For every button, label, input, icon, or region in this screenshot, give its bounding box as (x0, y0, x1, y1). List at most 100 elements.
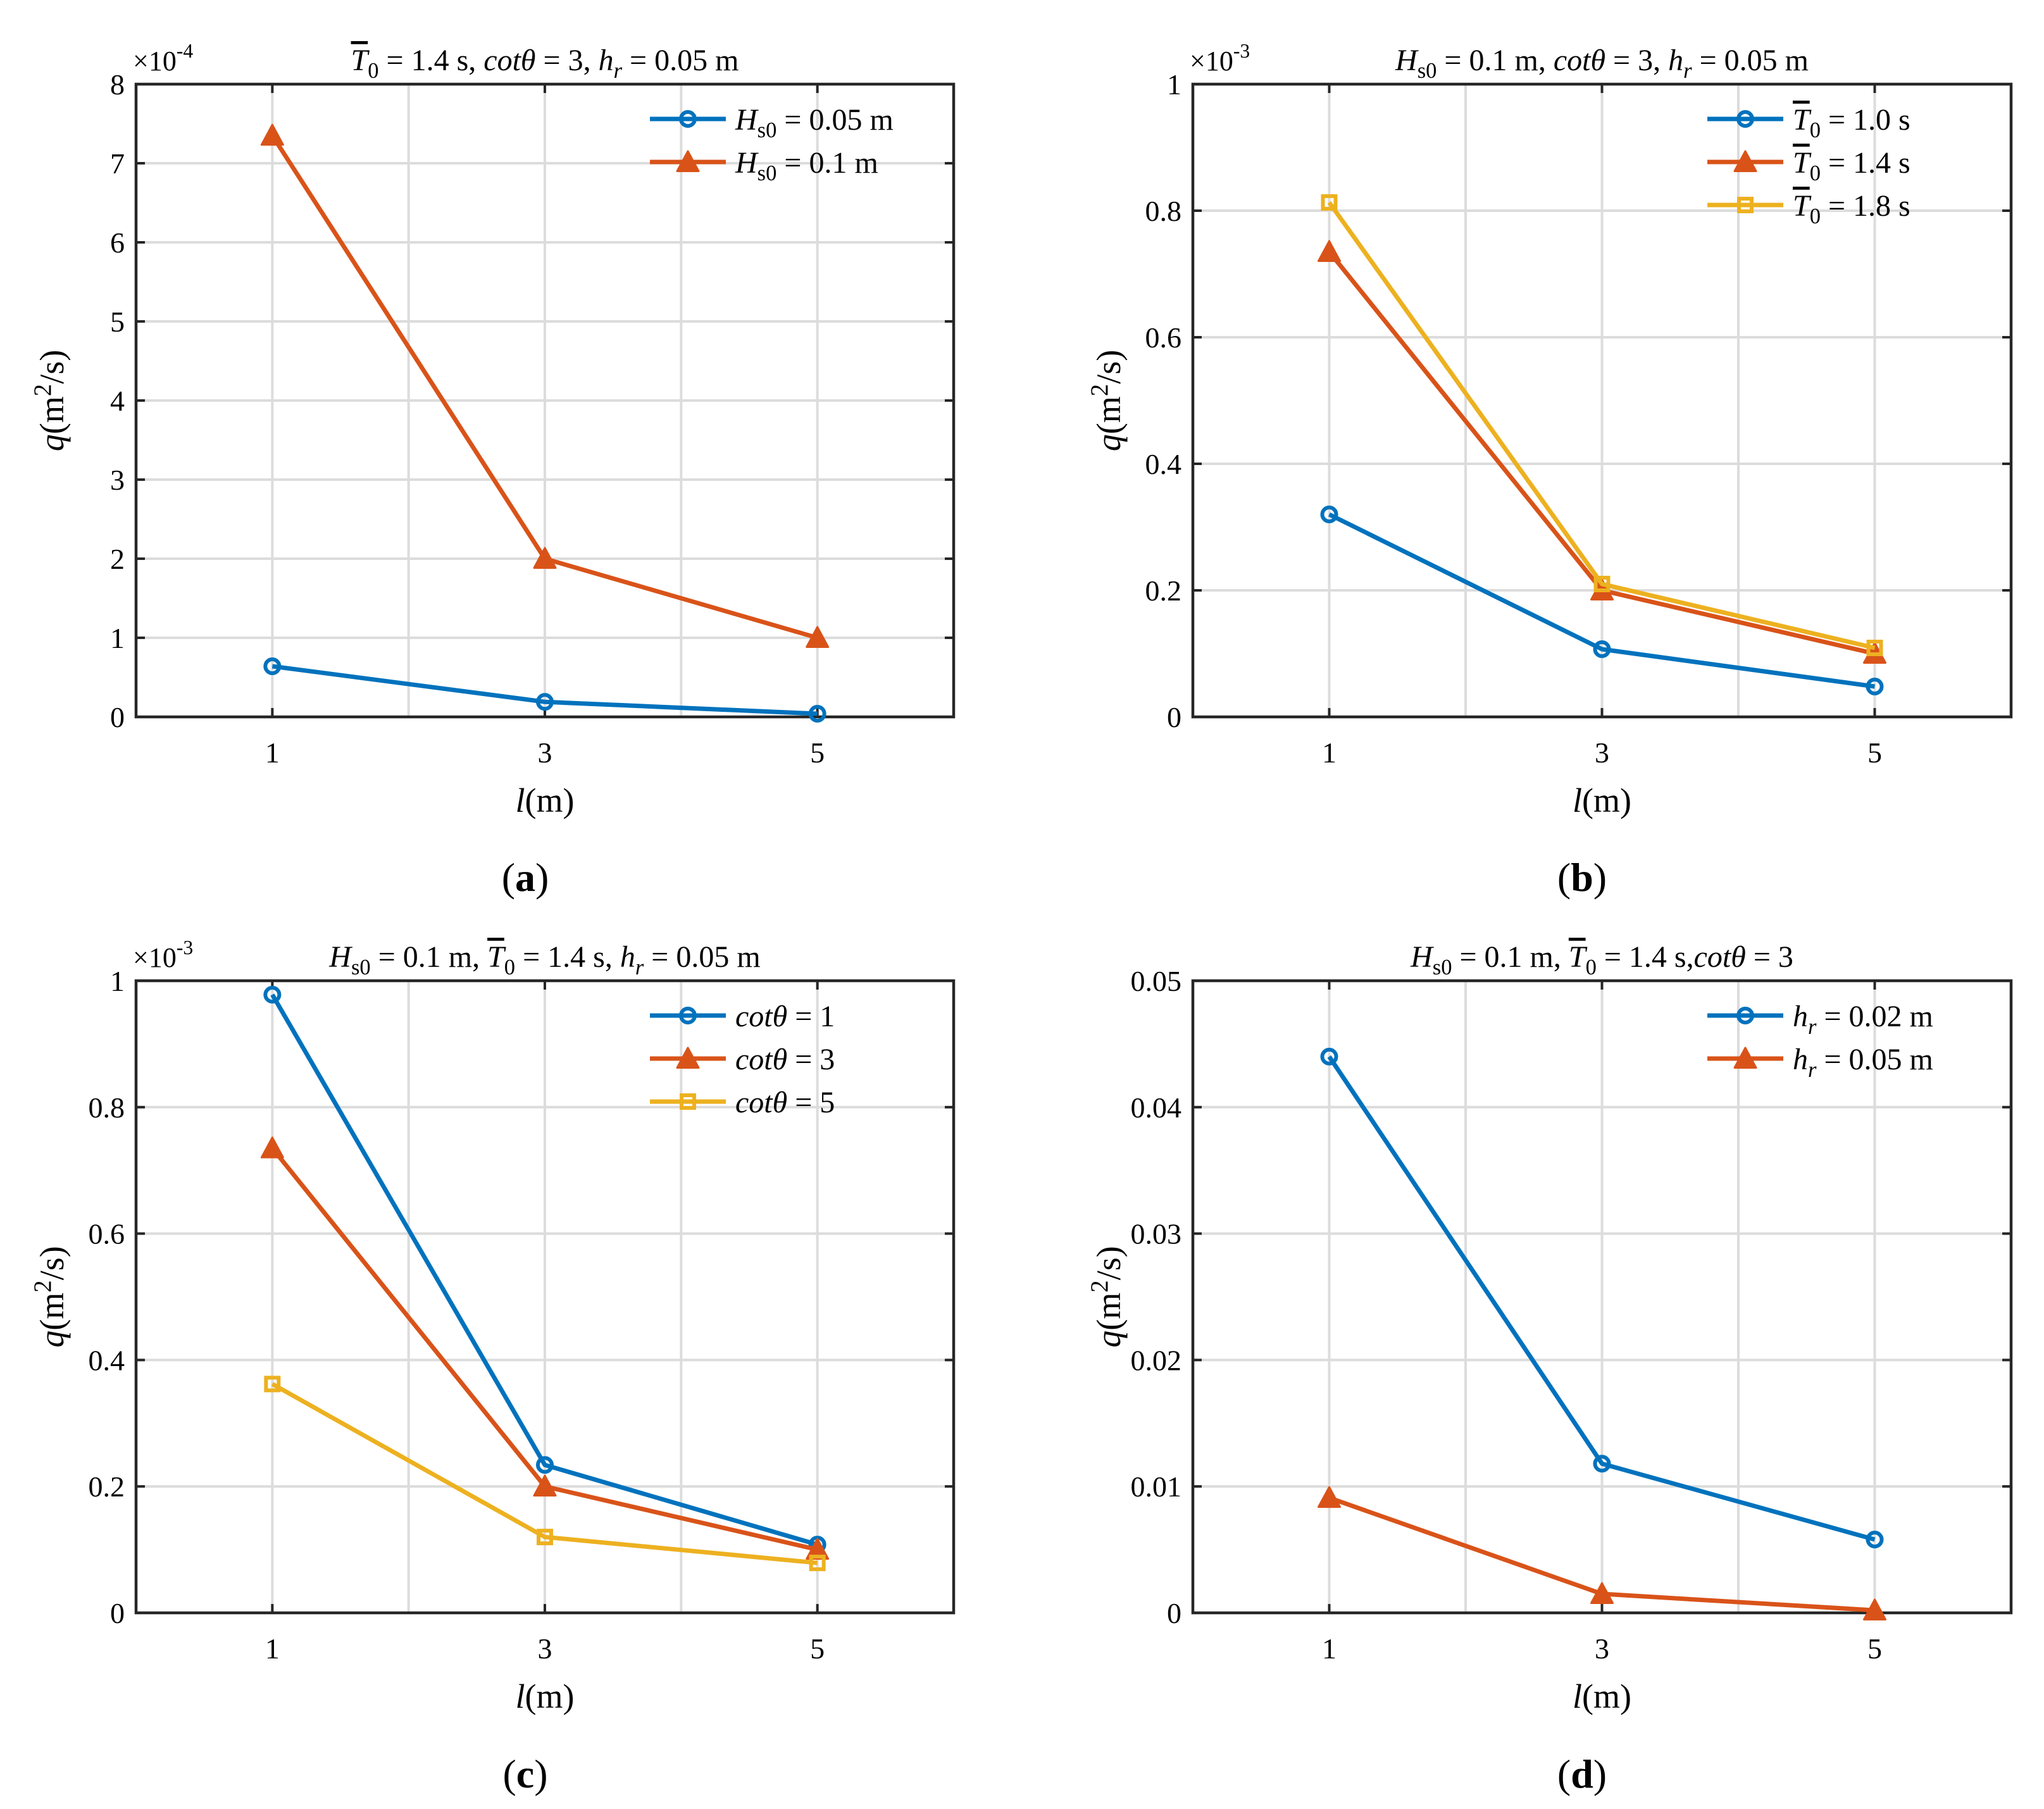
y-axis-label: q(m2/s) (1086, 350, 1128, 451)
data-point (536, 693, 554, 711)
chart-title: Hs0 = 0.1 m, T0 = 1.4 s,cotθ = 3 (1410, 940, 1793, 979)
y-tick-label: 7 (110, 147, 125, 180)
legend-entry: cotθ = 1 (735, 1000, 835, 1033)
legend-marker (679, 110, 697, 128)
y-tick-label: 4 (110, 385, 125, 417)
panel-caption: (b) (1557, 855, 1607, 900)
y-tick-label: 5 (110, 306, 125, 338)
y-tick-label: 0.04 (1131, 1091, 1182, 1124)
data-point (1318, 1486, 1341, 1508)
data-point (1593, 576, 1611, 592)
plot-frame (1191, 979, 2013, 1615)
x-tick-label: 5 (1867, 737, 1882, 769)
panel-caption: (a) (502, 855, 549, 900)
x-tick-label: 5 (810, 1632, 825, 1665)
series-line-3 (271, 1382, 818, 1565)
y-tick-label: 0.02 (1131, 1344, 1182, 1376)
y-tick-label: 0.03 (1131, 1218, 1182, 1250)
data-point (806, 626, 830, 648)
data-point (1318, 240, 1341, 262)
chart-panel-c: 0 0.2 0.4 0.6 0.8 1 1 3 5 ×10-3 Hs0 = 0.1 m, T0 = … (29, 936, 956, 1796)
data-point (1866, 1531, 1884, 1549)
y-tick-label: 0.05 (1131, 965, 1182, 997)
series-line-3 (1327, 201, 1876, 650)
chart-title: Hs0 = 0.1 m, T0 = 1.4 s, hr = 0.05 m (328, 940, 760, 979)
legend-entry: cotθ = 5 (735, 1086, 835, 1119)
data-point (536, 1456, 554, 1474)
x-axis-label: l(m) (516, 1677, 575, 1715)
x-tick-label: 1 (1322, 737, 1337, 769)
y-tick-label: 0 (110, 1597, 125, 1629)
legend-marker (680, 1093, 696, 1110)
legend-marker (1737, 197, 1754, 213)
plot-frame (134, 82, 956, 719)
data-point (809, 1555, 826, 1572)
y-tick-label: 0.4 (89, 1344, 125, 1376)
panel-caption: (c) (502, 1751, 547, 1796)
legend-marker (1733, 1047, 1757, 1069)
legend-entry: T0 = 1.8 s (1793, 189, 1910, 228)
panel-caption: (d) (1557, 1751, 1607, 1796)
legend-entry: hr = 0.02 m (1793, 1000, 1933, 1039)
chart-panel-d: 0 0.01 0.02 0.03 0.04 0.05 1 3 5 Hs0 = 0.1 m, T0 … (1086, 940, 2013, 1796)
data-point (808, 705, 826, 723)
x-tick-label: 1 (265, 1632, 280, 1665)
y-tick-label: 2 (110, 543, 125, 575)
data-point (1321, 194, 1338, 211)
legend-entry: hr = 0.05 m (1793, 1043, 1933, 1082)
y-tick-label: 3 (110, 464, 125, 496)
y-tick-label: 8 (110, 68, 125, 101)
x-tick-label: 5 (810, 737, 825, 769)
data-point (1866, 678, 1884, 695)
x-tick-label: 1 (1322, 1632, 1337, 1665)
x-tick-label: 3 (538, 737, 552, 769)
data-point (264, 1376, 281, 1393)
y-tick-label: 0 (110, 701, 125, 733)
legend-entry: cotθ = 3 (735, 1043, 835, 1076)
y-axis-label: q(m2/s) (29, 1246, 71, 1347)
y-tick-label: 1 (1167, 68, 1181, 101)
data-point (1866, 640, 1883, 656)
data-point (263, 657, 282, 675)
y-tick-label: 0.4 (1145, 448, 1182, 480)
x-axis-label: l(m) (1573, 1677, 1631, 1715)
legend-marker (676, 150, 700, 172)
legend-entry: Hs0 = 0.1 m (735, 146, 878, 185)
data-point (1590, 1582, 1614, 1604)
y-tick-label: 0.01 (1131, 1470, 1182, 1503)
x-axis-label: l(m) (516, 781, 575, 819)
legend-marker (1736, 1007, 1754, 1024)
y-tick-label: 0 (1167, 1597, 1181, 1629)
y-axis-multiplier: ×10-4 (133, 40, 193, 77)
legend-entry: T0 = 1.4 s (1793, 146, 1910, 185)
y-tick-label: 0.6 (89, 1218, 125, 1250)
y-axis-label: q(m2/s) (29, 350, 71, 451)
x-tick-label: 5 (1867, 1632, 1882, 1665)
chart-title: Hs0 = 0.1 m, cotθ = 3, hr = 0.05 m (1395, 44, 1809, 83)
series-line-1 (1328, 512, 1875, 689)
legend-marker (1733, 150, 1757, 172)
x-tick-label: 3 (538, 1632, 552, 1665)
y-tick-label: 1 (110, 622, 125, 654)
chart-panel-b: 0 0.2 0.4 0.6 0.8 1 1 3 5 ×10-3 Hs0 = 0.1 m, cotθ … (1086, 40, 2013, 900)
chart-panel-a: 0 1 2 3 4 5 6 7 8 1 3 5 ×10-4 T0 = 1.4 s, cotθ = 3, h… (29, 40, 956, 900)
y-tick-label: 0.8 (89, 1091, 125, 1124)
plot-frame (1191, 82, 2013, 719)
legend-marker (679, 1007, 697, 1024)
data-point (260, 1136, 284, 1159)
data-point (1320, 1047, 1338, 1066)
legend-entry: Hs0 = 0.05 m (735, 103, 894, 142)
data-point (1593, 1455, 1611, 1473)
y-tick-label: 0.8 (1145, 195, 1182, 227)
data-point (260, 123, 284, 146)
legend-marker (676, 1047, 700, 1069)
data-point (533, 1474, 557, 1497)
y-tick-label: 0.2 (1145, 575, 1182, 607)
y-axis-label: q(m2/s) (1086, 1246, 1128, 1347)
y-tick-label: 1 (110, 965, 125, 997)
data-point (537, 1529, 553, 1546)
y-axis-multiplier: ×10-3 (1190, 40, 1250, 77)
x-tick-label: 3 (1595, 737, 1609, 769)
data-point (1863, 1598, 1886, 1620)
